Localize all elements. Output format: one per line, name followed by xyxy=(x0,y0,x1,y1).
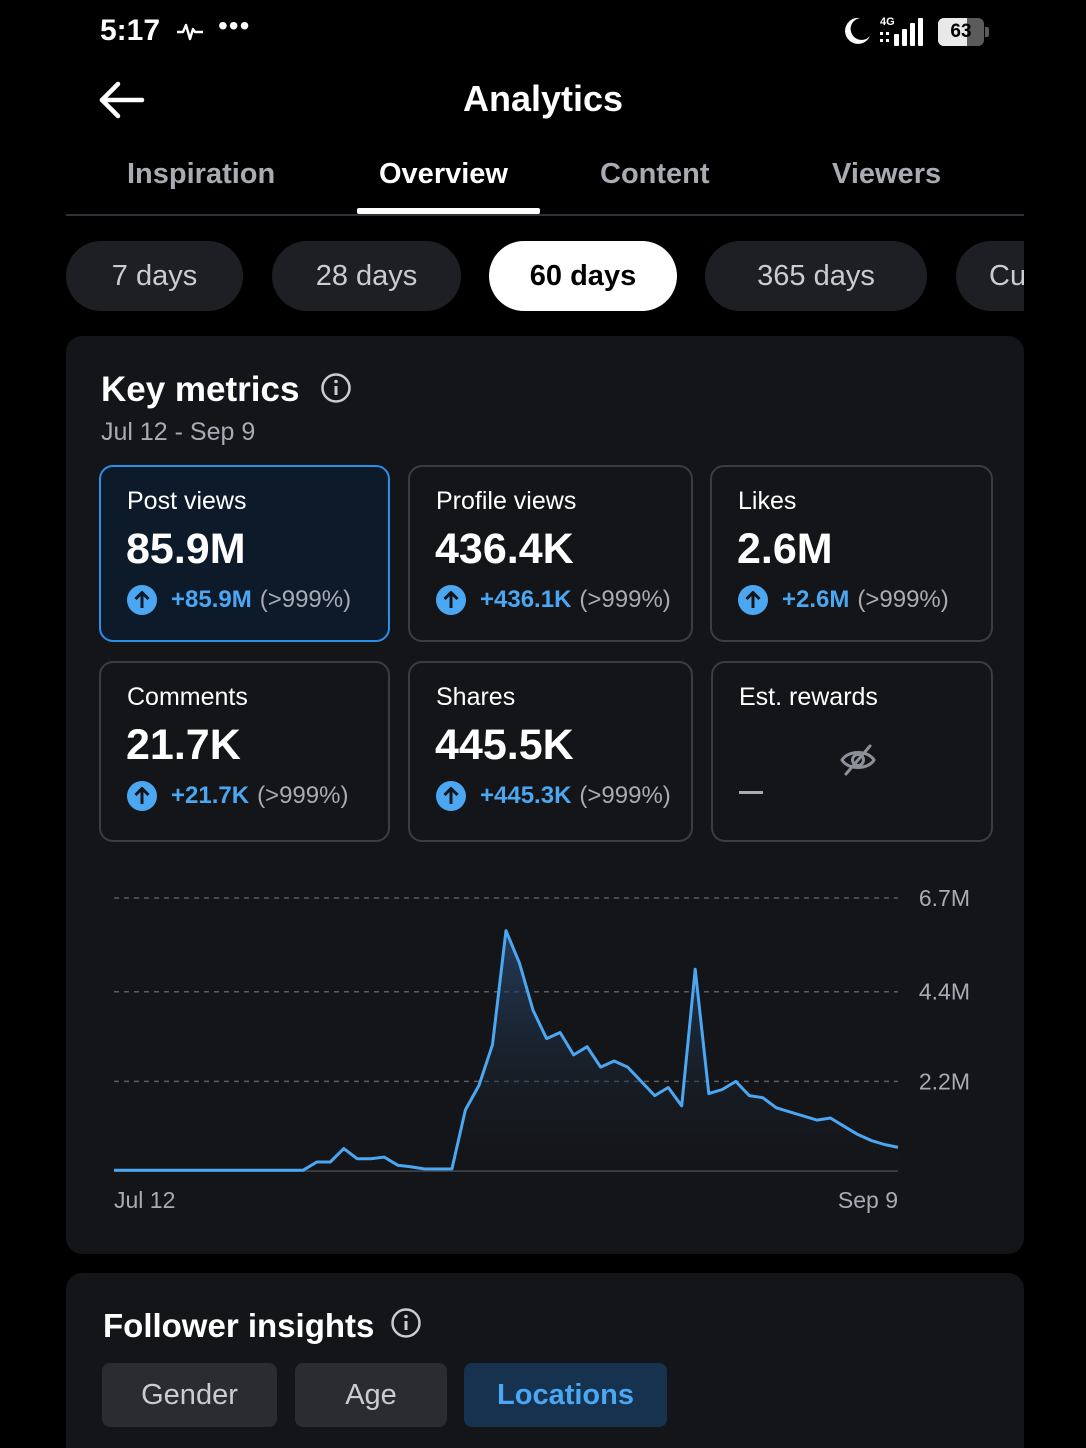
metric-likes[interactable]: Likes 2.6M +2.6M (>999%) xyxy=(710,465,993,642)
metric-delta: +2.6M (>999%) xyxy=(738,585,949,615)
segment-locations[interactable]: Locations xyxy=(464,1363,667,1427)
follower-insights-title: Follower insights xyxy=(103,1307,375,1344)
metric-value: 2.6M xyxy=(737,525,833,573)
segment-age[interactable]: Age xyxy=(295,1363,447,1427)
more-status-icon: ••• xyxy=(218,10,251,41)
battery-indicator: 63 xyxy=(938,18,989,46)
battery-fill xyxy=(938,18,967,46)
delta-value: +85.9M xyxy=(171,586,252,613)
metric-delta: +436.1K (>999%) xyxy=(436,585,671,615)
metric-value: 445.5K xyxy=(435,721,574,769)
metric-label: Shares xyxy=(436,683,516,711)
tab-content[interactable]: Content xyxy=(600,158,710,190)
status-bar: 5:17 ••• 4G 63 xyxy=(0,0,1086,64)
network-type: 4G xyxy=(880,16,895,28)
metric-profile-views[interactable]: Profile views 436.4K +436.1K (>999%) xyxy=(408,465,693,642)
delta-percent: (>999%) xyxy=(579,782,671,809)
segment-gender[interactable]: Gender xyxy=(102,1363,277,1427)
metric-value: 436.4K xyxy=(435,525,574,573)
metric-delta: +85.9M (>999%) xyxy=(127,585,351,615)
y-tick-labels: 6.7M 4.4M 2.2M xyxy=(919,885,970,1094)
delta-value: +2.6M xyxy=(782,586,850,613)
signal-icon xyxy=(880,18,923,46)
date-range-selector: 7 days 28 days 60 days 365 days Cu xyxy=(66,241,1024,311)
delta-value: +445.3K xyxy=(480,782,572,809)
arrow-up-circle-icon xyxy=(436,585,466,615)
metric-post-views[interactable]: Post views 85.9M +85.9M (>999%) xyxy=(99,465,390,642)
metric-comments[interactable]: Comments 21.7K +21.7K (>999%) xyxy=(99,661,390,842)
x-label-start: Jul 12 xyxy=(114,1187,175,1213)
arrow-left-icon xyxy=(99,81,145,119)
arrow-up-circle-icon xyxy=(738,585,768,615)
key-metrics-title: Key metrics xyxy=(101,370,300,409)
metric-value: 21.7K xyxy=(126,721,241,769)
info-icon[interactable] xyxy=(320,372,352,404)
x-label-end: Sep 9 xyxy=(838,1187,898,1213)
metric-delta: +445.3K (>999%) xyxy=(436,781,671,811)
tab-inspiration[interactable]: Inspiration xyxy=(127,158,276,190)
metric-shares[interactable]: Shares 445.5K +445.3K (>999%) xyxy=(408,661,693,842)
delta-percent: (>999%) xyxy=(259,586,352,613)
range-custom[interactable]: Cu xyxy=(956,241,1024,311)
delta-percent: (>999%) xyxy=(857,586,949,613)
metric-delta: +21.7K (>999%) xyxy=(127,781,348,811)
y-tick-label: 2.2M xyxy=(919,1068,970,1094)
range-365-days[interactable]: 365 days xyxy=(705,241,927,311)
metric-label: Post views xyxy=(127,487,247,515)
activity-icon xyxy=(177,23,203,41)
follower-insights-card: Follower insights Gender Age Locations xyxy=(66,1273,1024,1448)
tab-viewers[interactable]: Viewers xyxy=(832,158,942,190)
range-60-days[interactable]: 60 days xyxy=(489,241,677,311)
metric-label: Est. rewards xyxy=(739,683,878,711)
eye-off-icon[interactable] xyxy=(839,741,877,779)
delta-percent: (>999%) xyxy=(579,586,671,613)
delta-value: +21.7K xyxy=(171,782,250,809)
arrow-up-circle-icon xyxy=(127,781,157,811)
tab-bar: Inspiration Overview Content Viewers xyxy=(66,150,1024,216)
metric-label: Profile views xyxy=(436,487,577,515)
active-tab-indicator xyxy=(357,208,540,214)
metric-label: Likes xyxy=(738,487,797,515)
arrow-up-circle-icon xyxy=(127,585,157,615)
arrow-up-circle-icon xyxy=(436,781,466,811)
delta-value: +436.1K xyxy=(480,586,572,613)
chart-area-fill xyxy=(114,930,898,1171)
metric-label: Comments xyxy=(127,683,248,711)
y-tick-label: 6.7M xyxy=(919,885,970,911)
views-area-chart: 6.7M 4.4M 2.2M Jul 12 Sep 9 xyxy=(114,885,970,1213)
range-28-days[interactable]: 28 days xyxy=(272,241,461,311)
metric-est-rewards[interactable]: Est. rewards — xyxy=(711,661,993,842)
rewards-hidden-dash xyxy=(739,791,763,794)
info-icon[interactable] xyxy=(390,1307,422,1339)
battery-level: 63 xyxy=(950,21,972,42)
metric-value: 85.9M xyxy=(126,525,246,573)
range-7-days[interactable]: 7 days xyxy=(66,241,243,311)
back-button[interactable] xyxy=(96,78,148,122)
status-time: 5:17 xyxy=(100,14,161,47)
date-range-label: Jul 12 - Sep 9 xyxy=(101,418,256,446)
page-title: Analytics xyxy=(462,78,624,119)
do-not-disturb-moon-icon xyxy=(845,17,870,44)
y-tick-label: 4.4M xyxy=(919,979,970,1005)
chart-series-line xyxy=(114,929,899,1172)
tab-overview[interactable]: Overview xyxy=(379,158,508,190)
delta-percent: (>999%) xyxy=(257,782,349,809)
